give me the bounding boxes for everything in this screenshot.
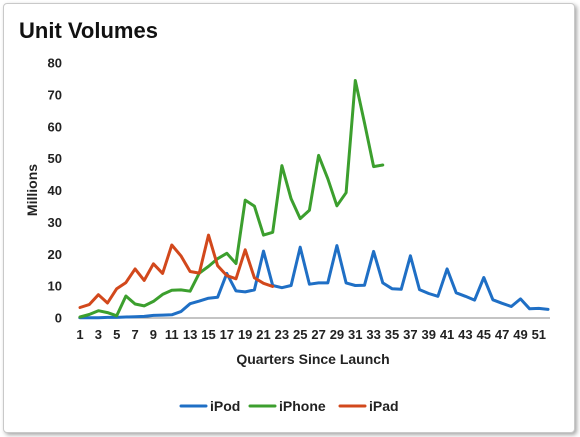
x-tick-label: 23 (275, 327, 289, 342)
y-tick-label: 0 (55, 311, 62, 326)
y-tick-label: 10 (48, 279, 62, 294)
x-tick-label: 33 (366, 327, 380, 342)
x-tick-label: 47 (495, 327, 509, 342)
y-tick-label: 80 (48, 56, 62, 71)
x-tick-label: 49 (513, 327, 527, 342)
x-tick-label: 37 (403, 327, 417, 342)
x-tick-label: 5 (113, 327, 120, 342)
y-tick-label: 30 (48, 215, 62, 230)
x-tick-label: 39 (421, 327, 435, 342)
x-tick-label: 13 (183, 327, 197, 342)
series-line-ipad (78, 233, 275, 309)
series-lines (78, 79, 550, 320)
x-axis-ticks: 1 3 5 7 9 11 13 15 17 19 21 23 25 27 29 31 33 35 37 39 41 43 4… (76, 327, 546, 342)
x-tick-label: 21 (256, 327, 270, 342)
x-tick-label: 19 (238, 327, 252, 342)
x-tick-label: 1 (76, 327, 83, 342)
x-tick-label: 3 (95, 327, 102, 342)
y-tick-label: 50 (48, 151, 62, 166)
x-axis-label: Quarters Since Launch (236, 351, 389, 367)
x-tick-label: 11 (165, 327, 179, 342)
x-tick-label: 25 (293, 327, 307, 342)
legend-label: iPad (369, 398, 399, 414)
chart-title: Unit Volumes (19, 18, 158, 43)
x-tick-label: 31 (348, 327, 362, 342)
y-tick-label: 20 (48, 247, 62, 262)
legend: iPod iPhone iPad (179, 398, 399, 414)
legend-label: iPod (210, 398, 240, 414)
chart-frame (3, 3, 575, 433)
x-tick-label: 29 (330, 327, 344, 342)
x-tick-label: 9 (150, 327, 157, 342)
y-tick-label: 60 (48, 119, 62, 134)
series-line-ipod (78, 244, 550, 320)
legend-label: iPhone (279, 398, 326, 414)
y-tick-label: 40 (48, 183, 62, 198)
y-tick-label: 70 (48, 87, 62, 102)
x-tick-label: 51 (532, 327, 546, 342)
legend-item-ipod: iPod (179, 398, 240, 414)
x-tick-label: 43 (458, 327, 472, 342)
x-tick-label: 41 (440, 327, 454, 342)
x-tick-label: 17 (220, 327, 234, 342)
x-tick-label: 15 (201, 327, 215, 342)
x-tick-label: 27 (311, 327, 325, 342)
x-tick-label: 35 (385, 327, 399, 342)
legend-item-iphone: iPhone (248, 398, 326, 414)
y-axis-ticks: 0 10 20 30 40 50 60 70 80 (48, 56, 62, 326)
y-axis-label: Millions (24, 164, 40, 216)
series-line-iphone (78, 79, 385, 319)
legend-item-ipad: iPad (338, 398, 399, 414)
x-tick-label: 7 (131, 327, 138, 342)
x-tick-label: 45 (477, 327, 491, 342)
